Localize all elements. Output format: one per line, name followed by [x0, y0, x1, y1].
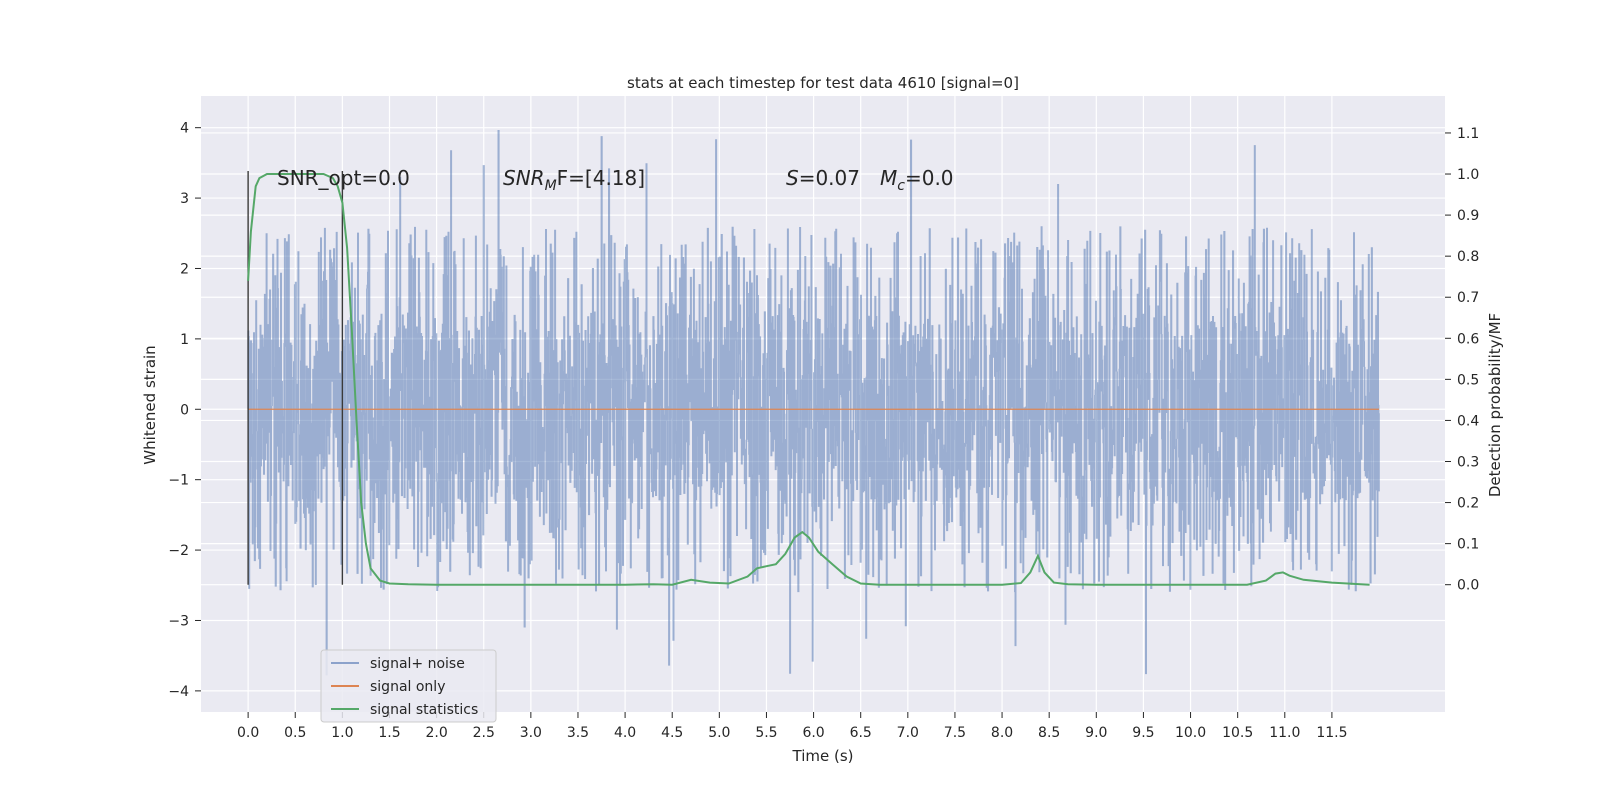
annotation-s-symbol: S — [786, 166, 799, 190]
x-tick-label-5: 2.5 — [473, 725, 495, 741]
y-tick-label-8: 4 — [180, 121, 189, 137]
x-tick-label-9: 4.5 — [661, 725, 683, 741]
x-tick-label-4: 2.0 — [425, 725, 447, 741]
x-axis-title: Time (s) — [792, 747, 854, 765]
legend: signal+ noise signal only signal statist… — [320, 649, 497, 723]
legend-label-signal-only: signal only — [370, 679, 445, 695]
y-right-tick-label-6: 0.6 — [1457, 331, 1479, 347]
x-tick-label-1: 0.5 — [284, 725, 306, 741]
annotation-snr-mf: SNRMF=[4.18] — [503, 166, 645, 194]
annotation-mc-value: =0.0 — [905, 166, 954, 190]
y-right-tick-label-2: 0.2 — [1457, 496, 1479, 512]
x-tick-label-0: 0.0 — [237, 725, 259, 741]
y-right-tick-label-8: 0.8 — [1457, 249, 1479, 265]
x-axis: 0.0 0.5 1.0 1.5 2.0 2.5 3.0 3.5 4.0 4.5 5.0 5.5 6.0 6… — [237, 712, 1347, 741]
x-tick-label-14: 7.0 — [897, 725, 919, 741]
x-tick-label-3: 1.5 — [378, 725, 400, 741]
x-tick-label-13: 6.5 — [850, 725, 872, 741]
annotation-snr-mf-subscript: M — [545, 178, 557, 194]
y-right-tick-label-4: 0.4 — [1457, 413, 1479, 429]
y-tick-label-4: 0 — [180, 402, 189, 418]
y-right-tick-label-9: 0.9 — [1457, 208, 1479, 224]
y-right-tick-label-3: 0.3 — [1457, 454, 1479, 470]
annotation-snr-mf-value: F=[4.18] — [557, 166, 645, 190]
x-tick-label-18: 9.0 — [1085, 725, 1107, 741]
annotation-s-value: =0.07 — [799, 166, 860, 190]
left-y-axis: −4 −3 −2 −1 0 1 2 3 4 — [168, 121, 201, 700]
left-y-axis-title: Whitened strain — [141, 345, 159, 464]
legend-box — [320, 649, 497, 723]
x-tick-label-12: 6.0 — [802, 725, 824, 741]
y-tick-label-2: −2 — [168, 543, 189, 559]
y-right-tick-label-7: 0.7 — [1457, 290, 1479, 306]
legend-label-signal-statistics: signal statistics — [370, 702, 478, 718]
x-tick-label-8: 4.0 — [614, 725, 636, 741]
y-right-tick-label-0: 0.0 — [1457, 578, 1479, 594]
y-right-tick-label-10: 1.0 — [1457, 167, 1479, 183]
right-y-axis: 0.0 0.1 0.2 0.3 0.4 0.5 0.6 0.7 0.8 0.9 1.0 1.1 — [1445, 126, 1479, 594]
y-tick-label-7: 3 — [180, 191, 189, 207]
x-tick-label-20: 10.0 — [1175, 725, 1206, 741]
x-tick-label-21: 10.5 — [1222, 725, 1253, 741]
x-tick-label-19: 9.5 — [1132, 725, 1154, 741]
legend-label-signal-plus-noise: signal+ noise — [370, 656, 465, 672]
right-y-axis-title: Detection probability/MF — [1486, 313, 1504, 497]
y-tick-label-3: −1 — [168, 473, 189, 489]
x-tick-label-7: 3.5 — [567, 725, 589, 741]
annotation-snr-mf-symbol: SNR — [503, 166, 545, 190]
chart-title: stats at each timestep for test data 461… — [627, 74, 1019, 92]
x-tick-label-11: 5.5 — [755, 725, 777, 741]
y-tick-label-5: 1 — [180, 332, 189, 348]
x-tick-label-15: 7.5 — [944, 725, 966, 741]
x-tick-label-22: 11.0 — [1269, 725, 1300, 741]
annotation-mc-symbol: M — [880, 166, 897, 190]
y-right-tick-label-11: 1.1 — [1457, 126, 1479, 142]
vertical-markers — [247, 171, 344, 585]
x-tick-label-23: 11.5 — [1316, 725, 1347, 741]
annotation-s: S=0.07 — [786, 166, 860, 190]
x-tick-label-10: 5.0 — [708, 725, 730, 741]
y-tick-label-1: −3 — [168, 613, 189, 629]
y-right-tick-label-1: 0.1 — [1457, 537, 1479, 553]
annotation-mc-subscript: c — [897, 178, 905, 194]
annotation-snr-opt: SNR_opt=0.0 — [277, 166, 410, 190]
x-tick-label-2: 1.0 — [331, 725, 353, 741]
y-tick-label-0: −4 — [168, 684, 189, 700]
y-tick-label-6: 2 — [180, 261, 189, 277]
series-signal-statistics — [247, 173, 1370, 586]
x-tick-label-16: 8.0 — [991, 725, 1013, 741]
x-tick-label-6: 3.0 — [520, 725, 542, 741]
annotation-mc: Mc=0.0 — [880, 166, 954, 194]
y-right-tick-label-5: 0.5 — [1457, 372, 1479, 388]
x-tick-label-17: 8.5 — [1038, 725, 1060, 741]
